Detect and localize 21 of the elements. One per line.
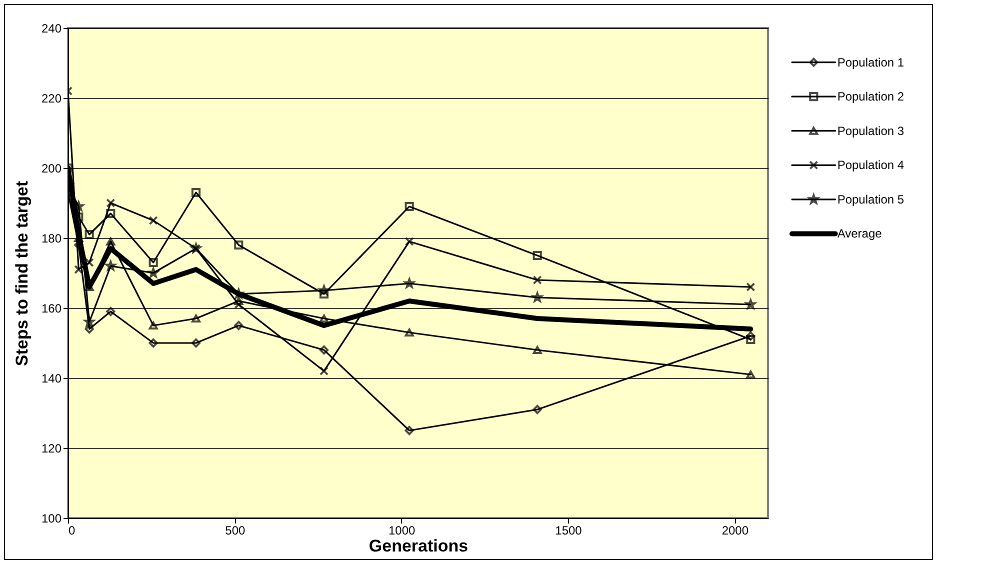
y-tick-label: 240 — [41, 22, 62, 36]
y-tick-label: 220 — [41, 92, 62, 106]
legend-label: Population 1 — [837, 55, 904, 70]
y-tick-label: 200 — [41, 162, 62, 176]
x-tick-label: 500 — [225, 524, 246, 538]
y-tick-label: 100 — [41, 512, 62, 526]
legend-label: Population 5 — [837, 192, 904, 206]
y-tick-label: 160 — [41, 302, 62, 316]
y-axis-title: Steps to find the target — [12, 180, 32, 366]
x-tick-label: 0 — [68, 524, 76, 538]
y-tick-label: 120 — [41, 442, 62, 456]
x-axis-title: Generations — [368, 536, 468, 556]
legend-label: Population 2 — [837, 90, 904, 104]
y-tick-label: 140 — [41, 372, 62, 386]
y-tick-label: 180 — [41, 232, 62, 246]
x-tick-label: 1000 — [388, 524, 416, 538]
x-tick-label: 1500 — [555, 524, 582, 538]
legend-label: Population 4 — [837, 158, 904, 172]
legend-label: Population 3 — [837, 124, 904, 138]
x-tick-label: 2000 — [722, 524, 749, 538]
legend-label: Average — [837, 226, 882, 241]
